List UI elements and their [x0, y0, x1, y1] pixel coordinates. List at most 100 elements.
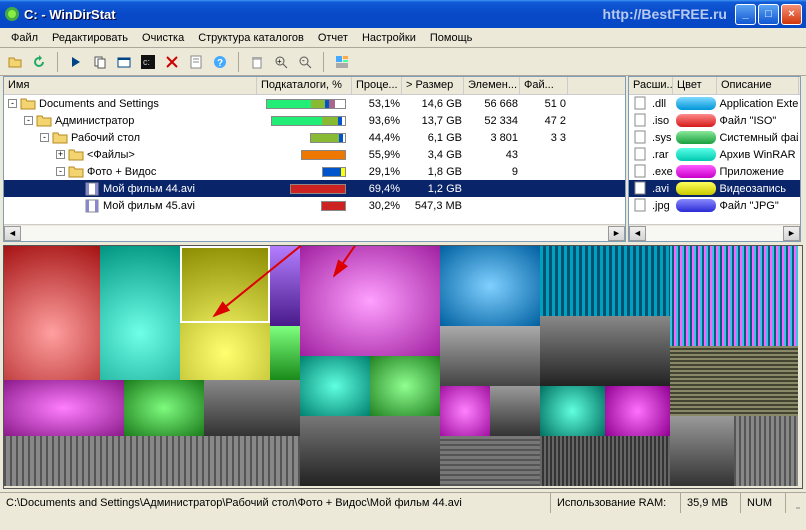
tree-row[interactable]: Мой фильм 45.avi30,2%547,3 MB: [4, 197, 625, 214]
properties-icon[interactable]: [185, 51, 207, 73]
ext-row[interactable]: .isoФайл "ISO": [629, 112, 800, 129]
treemap-block[interactable]: [4, 246, 100, 380]
help-icon[interactable]: ?: [209, 51, 231, 73]
treemap-block[interactable]: [540, 316, 670, 386]
treemap-block[interactable]: [440, 326, 540, 386]
copy-icon[interactable]: [89, 51, 111, 73]
treemap-block[interactable]: [490, 386, 540, 436]
expander-icon[interactable]: -: [24, 116, 33, 125]
tree-row[interactable]: -Фото + Видос29,1%1,8 GB9: [4, 163, 625, 180]
open-icon[interactable]: [4, 51, 26, 73]
tree-cell: 1,8 GB: [402, 166, 464, 178]
menu-item[interactable]: Структура каталогов: [191, 30, 311, 46]
treemap-block[interactable]: [4, 436, 300, 486]
resize-grip-icon[interactable]: [786, 493, 806, 513]
tree-row[interactable]: -Администратор93,6%13,7 GB52 33447 2: [4, 112, 625, 129]
treemap-block[interactable]: [370, 356, 440, 416]
treemap-block[interactable]: [300, 246, 440, 356]
tree-cell: 29,1%: [352, 166, 402, 178]
tree-scrollbar[interactable]: ◄ ►: [4, 224, 625, 241]
ext-row[interactable]: .exeПриложение: [629, 163, 800, 180]
column-header[interactable]: Подкаталоги, %: [257, 77, 352, 94]
menu-item[interactable]: Файл: [4, 30, 45, 46]
maximize-button[interactable]: □: [758, 4, 779, 25]
treemap-block[interactable]: [734, 416, 798, 486]
treemap-block[interactable]: [540, 386, 605, 436]
treemap-block[interactable]: [300, 416, 440, 486]
folder-icon: [52, 130, 68, 146]
treemap-block[interactable]: [440, 386, 490, 436]
column-header[interactable]: Фай...: [520, 77, 568, 94]
column-header[interactable]: Элемен...: [464, 77, 520, 94]
menu-item[interactable]: Помощь: [423, 30, 480, 46]
treemap-block[interactable]: [540, 246, 670, 316]
treemap-block[interactable]: [540, 436, 670, 486]
play-icon[interactable]: [65, 51, 87, 73]
color-swatch: [676, 97, 716, 110]
menu-item[interactable]: Настройки: [355, 30, 423, 46]
scroll-right-icon[interactable]: ►: [783, 226, 800, 241]
menu-item[interactable]: Очистка: [135, 30, 191, 46]
tree-row[interactable]: -Рабочий стол44,4%6,1 GB3 8013 3: [4, 129, 625, 146]
percent-bar: [310, 133, 346, 143]
explorer-icon[interactable]: [113, 51, 135, 73]
cmd-icon[interactable]: c:: [137, 51, 159, 73]
scroll-left-icon[interactable]: ◄: [4, 226, 21, 241]
treemap-block[interactable]: [670, 416, 734, 486]
tree-body[interactable]: -Documents and Settings53,1%14,6 GB56 66…: [4, 95, 625, 224]
treemap-block[interactable]: [440, 246, 540, 326]
tree-cell: 9: [464, 166, 520, 178]
menu-item[interactable]: Отчет: [311, 30, 355, 46]
ext-desc: Application Extensi: [717, 98, 798, 110]
treemap-block[interactable]: [270, 246, 300, 326]
treemap-block[interactable]: [270, 326, 300, 380]
delete-icon[interactable]: [161, 51, 183, 73]
window-title: C: - WinDirStat: [24, 7, 603, 22]
minimize-button[interactable]: _: [735, 4, 756, 25]
exe-icon: [633, 164, 649, 180]
folder-icon: [68, 147, 84, 163]
zoom-out-icon[interactable]: -: [294, 51, 316, 73]
treemap-block[interactable]: [4, 380, 124, 436]
tree-row[interactable]: +<Файлы>55,9%3,4 GB43: [4, 146, 625, 163]
empty-recycle-icon[interactable]: [246, 51, 268, 73]
column-header[interactable]: Проце...: [352, 77, 402, 94]
scroll-left-icon[interactable]: ◄: [629, 226, 646, 241]
ext-row[interactable]: .jpgФайл "JPG": [629, 197, 800, 214]
color-swatch: [676, 148, 716, 161]
ext-scrollbar[interactable]: ◄ ►: [629, 224, 800, 241]
refresh-icon[interactable]: [28, 51, 50, 73]
zoom-in-icon[interactable]: +: [270, 51, 292, 73]
treemap-block[interactable]: [204, 380, 300, 436]
treemap-block[interactable]: [124, 380, 204, 436]
ext-row[interactable]: .sysСистемный файл: [629, 129, 800, 146]
treemap-block[interactable]: [100, 246, 180, 380]
titlebar[interactable]: C: - WinDirStat http://BestFREE.ru _ □ ×: [0, 0, 806, 28]
menu-item[interactable]: Редактировать: [45, 30, 135, 46]
ext-row[interactable]: .dllApplication Extensi: [629, 95, 800, 112]
tree-row[interactable]: -Documents and Settings53,1%14,6 GB56 66…: [4, 95, 625, 112]
treemap-block[interactable]: [605, 386, 670, 436]
scroll-right-icon[interactable]: ►: [608, 226, 625, 241]
column-header[interactable]: > Размер: [402, 77, 464, 94]
treemap[interactable]: [3, 245, 803, 489]
ext-body[interactable]: .dllApplication Extensi.isoФайл "ISO".sy…: [629, 95, 800, 224]
column-header[interactable]: Описание: [717, 77, 799, 94]
column-header[interactable]: Цвет: [673, 77, 717, 94]
expander-icon[interactable]: -: [56, 167, 65, 176]
treemap-block[interactable]: [300, 356, 370, 416]
expander-icon[interactable]: -: [40, 133, 49, 142]
close-button[interactable]: ×: [781, 4, 802, 25]
expander-icon[interactable]: +: [56, 150, 65, 159]
ext-row[interactable]: .rarАрхив WinRAR: [629, 146, 800, 163]
column-header[interactable]: Имя: [4, 77, 257, 94]
jpg-icon: [633, 198, 649, 214]
show-treemap-icon[interactable]: [331, 51, 353, 73]
expander-icon[interactable]: -: [8, 99, 17, 108]
tree-row[interactable]: Мой фильм 44.avi69,4%1,2 GB: [4, 180, 625, 197]
ext-row[interactable]: .aviВидеозапись: [629, 180, 800, 197]
treemap-block[interactable]: [440, 436, 540, 486]
column-header[interactable]: Расши...: [629, 77, 673, 94]
treemap-block[interactable]: [670, 246, 798, 346]
treemap-block[interactable]: [670, 346, 798, 416]
